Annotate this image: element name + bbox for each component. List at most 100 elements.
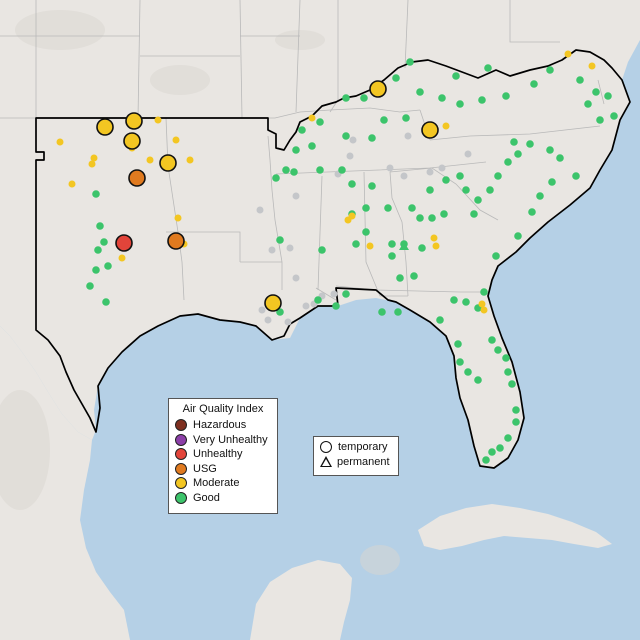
good-site[interactable] bbox=[418, 244, 426, 252]
moderate-site[interactable] bbox=[174, 214, 182, 222]
good-site[interactable] bbox=[548, 178, 556, 186]
good-site[interactable] bbox=[488, 336, 496, 344]
good-site[interactable] bbox=[482, 456, 490, 464]
good-site[interactable] bbox=[494, 172, 502, 180]
good-site[interactable] bbox=[504, 158, 512, 166]
no-data-site[interactable] bbox=[438, 164, 446, 172]
good-site[interactable] bbox=[556, 154, 564, 162]
good-site[interactable] bbox=[92, 190, 100, 198]
featured-moderate-site[interactable] bbox=[159, 154, 177, 172]
featured-moderate-site[interactable] bbox=[369, 80, 387, 98]
moderate-site[interactable] bbox=[56, 138, 64, 146]
featured-moderate-site[interactable] bbox=[125, 112, 143, 130]
good-site[interactable] bbox=[276, 236, 284, 244]
good-site[interactable] bbox=[416, 88, 424, 96]
good-site[interactable] bbox=[494, 346, 502, 354]
good-site[interactable] bbox=[488, 448, 496, 456]
good-site[interactable] bbox=[316, 118, 324, 126]
good-site[interactable] bbox=[514, 150, 522, 158]
featured-sites[interactable] bbox=[96, 80, 439, 312]
good-site[interactable] bbox=[452, 72, 460, 80]
no-data-site[interactable] bbox=[268, 246, 276, 254]
good-site[interactable] bbox=[442, 176, 450, 184]
moderate-site[interactable] bbox=[118, 254, 126, 262]
good-site[interactable] bbox=[514, 232, 522, 240]
good-site[interactable] bbox=[512, 406, 520, 414]
good-site[interactable] bbox=[584, 100, 592, 108]
no-data-site[interactable] bbox=[346, 152, 354, 160]
moderate-site[interactable] bbox=[154, 116, 162, 124]
good-site[interactable] bbox=[496, 444, 504, 452]
good-site[interactable] bbox=[342, 94, 350, 102]
good-site[interactable] bbox=[368, 182, 376, 190]
good-site[interactable] bbox=[104, 262, 112, 270]
good-site[interactable] bbox=[596, 116, 604, 124]
good-site[interactable] bbox=[360, 94, 368, 102]
good-site[interactable] bbox=[392, 74, 400, 82]
no-data-site[interactable] bbox=[386, 164, 394, 172]
featured-moderate-site[interactable] bbox=[96, 118, 114, 136]
no-data-site[interactable] bbox=[292, 192, 300, 200]
good-site[interactable] bbox=[440, 210, 448, 218]
good-site[interactable] bbox=[96, 222, 104, 230]
moderate-site[interactable] bbox=[564, 50, 572, 58]
moderate-site[interactable] bbox=[366, 242, 374, 250]
featured-usg-site[interactable] bbox=[167, 232, 185, 250]
good-site[interactable] bbox=[308, 142, 316, 150]
good-site[interactable] bbox=[450, 296, 458, 304]
moderate-site[interactable] bbox=[90, 154, 98, 162]
no-data-site[interactable] bbox=[264, 316, 272, 324]
good-site[interactable] bbox=[100, 238, 108, 246]
moderate-site[interactable] bbox=[146, 156, 154, 164]
featured-unhealthy-site[interactable] bbox=[115, 234, 133, 252]
good-site[interactable] bbox=[362, 228, 370, 236]
good-site[interactable] bbox=[610, 112, 618, 120]
good-site[interactable] bbox=[462, 186, 470, 194]
good-site[interactable] bbox=[394, 308, 402, 316]
moderate-site[interactable] bbox=[348, 212, 356, 220]
good-site[interactable] bbox=[462, 298, 470, 306]
good-site[interactable] bbox=[86, 282, 94, 290]
good-site[interactable] bbox=[428, 214, 436, 222]
good-site[interactable] bbox=[526, 140, 534, 148]
no-data-site[interactable] bbox=[404, 132, 412, 140]
good-site[interactable] bbox=[94, 246, 102, 254]
no-data-site[interactable] bbox=[349, 136, 357, 144]
no-data-site[interactable] bbox=[302, 302, 310, 310]
good-site[interactable] bbox=[572, 172, 580, 180]
moderate-site[interactable] bbox=[68, 180, 76, 188]
no-data-site[interactable] bbox=[286, 244, 294, 252]
good-site[interactable] bbox=[592, 88, 600, 96]
no-data-site[interactable] bbox=[330, 290, 338, 298]
good-site[interactable] bbox=[474, 196, 482, 204]
good-site[interactable] bbox=[536, 192, 544, 200]
good-site[interactable] bbox=[504, 368, 512, 376]
good-site[interactable] bbox=[368, 134, 376, 142]
moderate-site[interactable] bbox=[442, 122, 450, 130]
good-site[interactable] bbox=[438, 94, 446, 102]
good-site[interactable] bbox=[338, 166, 346, 174]
moderate-site[interactable] bbox=[478, 300, 486, 308]
good-site[interactable] bbox=[314, 296, 322, 304]
good-site[interactable] bbox=[426, 186, 434, 194]
featured-moderate-site[interactable] bbox=[123, 132, 141, 150]
good-site[interactable] bbox=[480, 288, 488, 296]
good-site[interactable] bbox=[508, 380, 516, 388]
no-data-site[interactable] bbox=[426, 168, 434, 176]
good-site[interactable] bbox=[292, 146, 300, 154]
good-site[interactable] bbox=[604, 92, 612, 100]
good-site[interactable] bbox=[474, 376, 482, 384]
good-site[interactable] bbox=[388, 252, 396, 260]
moderate-site[interactable] bbox=[430, 234, 438, 242]
good-site[interactable] bbox=[298, 126, 306, 134]
good-site[interactable] bbox=[464, 368, 472, 376]
good-site[interactable] bbox=[102, 298, 110, 306]
good-site[interactable] bbox=[272, 174, 280, 182]
no-data-sites[interactable] bbox=[256, 132, 472, 326]
moderate-site[interactable] bbox=[186, 156, 194, 164]
good-site[interactable] bbox=[576, 76, 584, 84]
good-site[interactable] bbox=[486, 186, 494, 194]
good-site[interactable] bbox=[484, 64, 492, 72]
permanent-good-site[interactable] bbox=[399, 242, 409, 250]
moderate-site[interactable] bbox=[308, 114, 316, 122]
